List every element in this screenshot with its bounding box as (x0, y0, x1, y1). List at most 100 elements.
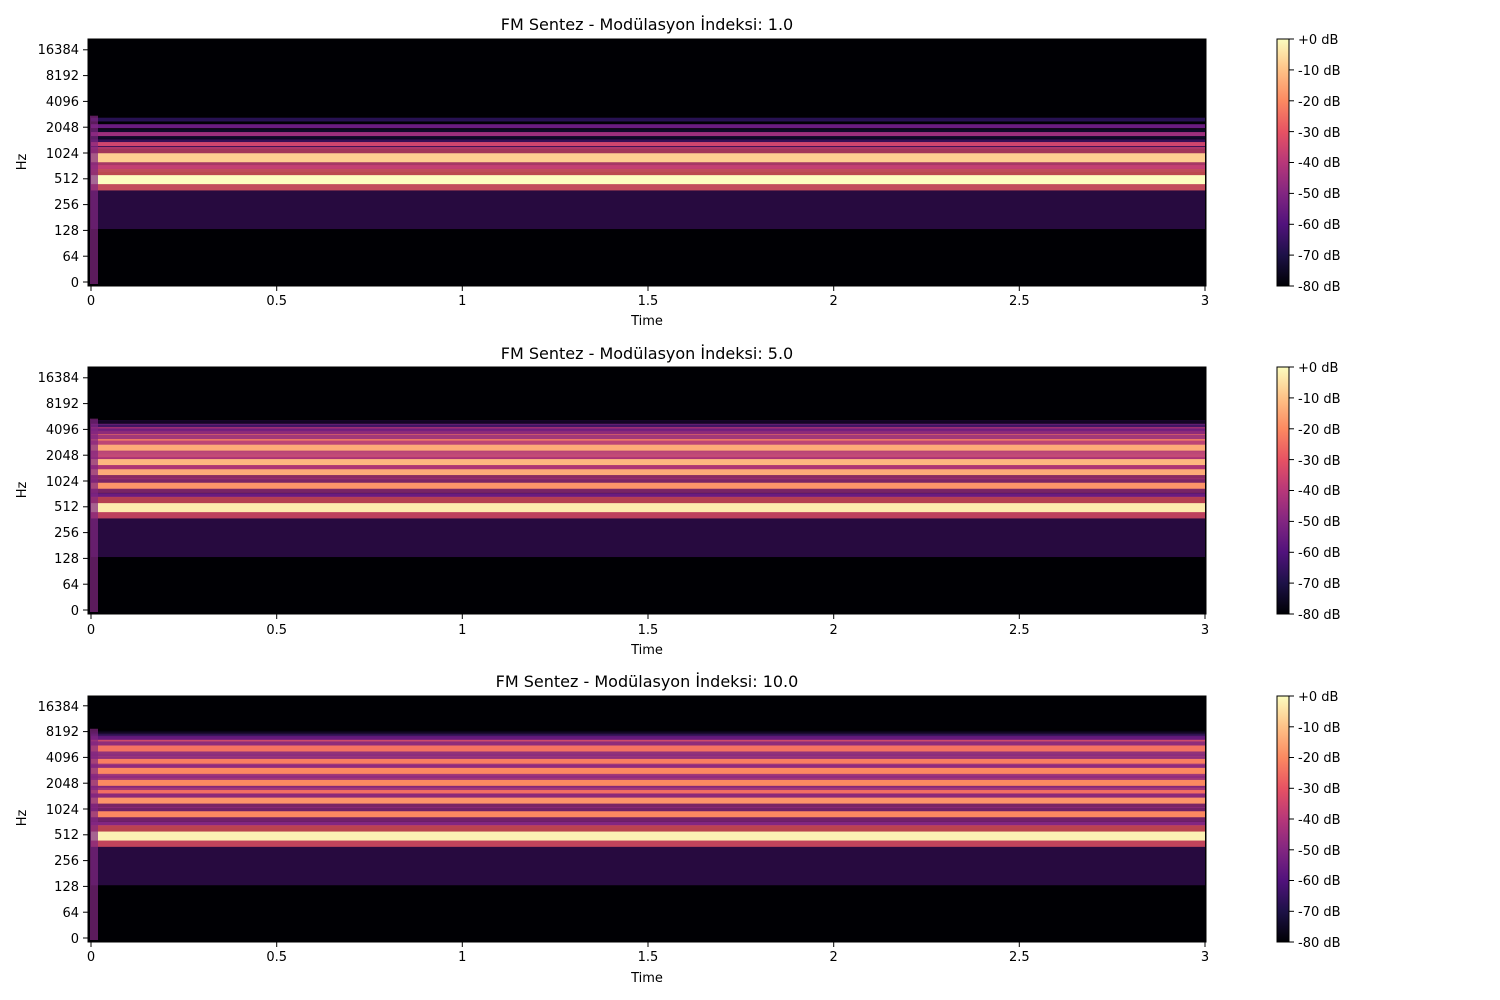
x-tick-label: 1.5 (638, 623, 659, 638)
x-tick: 2 (830, 286, 838, 309)
onset-transient (90, 418, 98, 612)
x-tick-label: 1.5 (638, 950, 659, 965)
chart-title: FM Sentez - Modülasyon İndeksi: 10.0 (496, 672, 799, 691)
x-tick: 2.5 (1009, 942, 1030, 965)
x-tick-label: 1.5 (638, 294, 659, 309)
x-tick-label: 0 (87, 950, 95, 965)
colorbar-tick: -10 dB (1289, 721, 1341, 736)
colorbar-tick: -60 dB (1289, 218, 1341, 233)
colorbar-tick: -70 dB (1289, 249, 1341, 264)
x-tick-label: 1 (458, 950, 466, 965)
y-tick-label: 2048 (46, 449, 79, 464)
colorbar-tick-label: -40 dB (1298, 156, 1341, 171)
colorbar-tick-label: -60 dB (1298, 874, 1341, 889)
y-tick: 2048 (46, 449, 88, 464)
colorbar-tick-label: -10 dB (1298, 64, 1341, 79)
x-tick-label: 0.5 (266, 950, 287, 965)
y-tick-label: 2048 (46, 121, 79, 136)
colorbar-tick: -50 dB (1289, 187, 1341, 202)
x-tick: 0 (87, 942, 95, 965)
spectrogram-panel-3: FM Sentez - Modülasyon İndeksi: 10.0 0 6… (15, 672, 1341, 986)
harmonic-band (91, 787, 1205, 794)
colorbar: +0 dB -10 dB -20 dB -30 dB -40 dB -50 dB… (1276, 690, 1341, 951)
colorbar-tick-label: -10 dB (1298, 721, 1341, 736)
colorbar-tick-label: -40 dB (1298, 813, 1341, 828)
y-tick: 1024 (46, 147, 88, 162)
harmonic-band (91, 811, 1205, 818)
y-tick: 0 (71, 932, 88, 947)
x-tick-label: 3 (1201, 950, 1209, 965)
colorbar-tick-label: -80 dB (1298, 608, 1341, 623)
y-tick-label: 256 (54, 198, 79, 213)
y-tick: 1024 (46, 475, 88, 490)
colorbar-tick-label: -30 dB (1298, 782, 1341, 797)
y-tick-label: 0 (71, 932, 79, 947)
x-tick: 1.5 (638, 942, 659, 965)
y-tick-label: 256 (54, 526, 79, 541)
x-tick: 2 (830, 614, 838, 638)
x-tick-label: 0 (87, 294, 95, 309)
x-tick-label: 2 (830, 623, 838, 638)
harmonic-band (91, 482, 1205, 489)
colorbar-tick: -60 dB (1289, 874, 1341, 889)
colorbar: +0 dB -10 dB -20 dB -30 dB -40 dB -50 dB… (1276, 33, 1341, 295)
y-tick: 64 (62, 250, 88, 265)
y-tick: 16384 (38, 43, 88, 58)
x-tick: 1.5 (638, 614, 659, 638)
x-tick-label: 2 (830, 950, 838, 965)
x-tick: 1 (458, 942, 466, 965)
x-tick-label: 0 (87, 623, 95, 638)
x-tick: 0 (87, 286, 95, 309)
y-tick-label: 2048 (46, 777, 79, 792)
harmonic-bands (91, 114, 1205, 230)
plot-frame (87, 366, 1207, 615)
y-tick: 8192 (46, 69, 88, 84)
colorbar-tick: -70 dB (1289, 905, 1341, 920)
harmonic-band (91, 175, 1205, 185)
x-tick-label: 3 (1201, 294, 1209, 309)
harmonic-band (91, 503, 1205, 513)
y-tick-label: 8192 (46, 725, 79, 740)
colorbar-tick-label: -20 dB (1298, 423, 1341, 438)
harmonic-band (91, 153, 1205, 163)
x-tick-label: 2 (830, 294, 838, 309)
y-tick-label: 256 (54, 854, 79, 869)
colorbar: +0 dB -10 dB -20 dB -30 dB -40 dB -50 dB… (1276, 361, 1341, 623)
colorbar-tick-label: -20 dB (1298, 751, 1341, 766)
y-axis-label: Hz (15, 810, 30, 827)
x-axis-label: Time (630, 314, 663, 329)
colorbar-tick: -30 dB (1289, 126, 1341, 141)
colorbar-tick-label: -70 dB (1298, 249, 1341, 264)
y-tick: 0 (71, 604, 88, 619)
colorbar-gradient (1276, 695, 1290, 943)
y-tick-label: 512 (54, 828, 79, 843)
y-tick-label: 16384 (38, 700, 79, 715)
plot-frame (87, 38, 1207, 287)
colorbar-tick: -80 dB (1289, 280, 1341, 295)
y-axis: 0 64 128 256 512 1024 2048 4096 8192 163… (15, 371, 88, 619)
y-tick: 512 (54, 172, 88, 187)
y-tick: 256 (54, 526, 88, 541)
colorbar-tick: -20 dB (1289, 751, 1341, 766)
plot-frame (87, 695, 1207, 943)
harmonic-band (91, 493, 1205, 498)
harmonic-band (91, 444, 1205, 451)
colorbar-tick-label: -80 dB (1298, 280, 1341, 295)
harmonic-band (91, 142, 1205, 147)
colorbar-tick-label: -20 dB (1298, 95, 1341, 110)
x-tick: 2.5 (1009, 614, 1030, 638)
colorbar-tick-label: -30 dB (1298, 126, 1341, 141)
y-tick-label: 128 (54, 224, 79, 239)
onset-region (90, 418, 98, 612)
x-tick: 2 (830, 942, 838, 965)
colorbar-tick: -80 dB (1289, 936, 1341, 951)
x-tick-label: 1 (458, 294, 466, 309)
x-tick: 0.5 (266, 286, 287, 309)
colorbar-tick-label: +0 dB (1298, 361, 1338, 376)
y-tick: 512 (54, 828, 88, 843)
y-tick-label: 512 (54, 500, 79, 515)
colorbar-gradient (1276, 366, 1290, 615)
x-tick: 3 (1201, 614, 1209, 638)
y-tick-label: 64 (62, 250, 79, 265)
